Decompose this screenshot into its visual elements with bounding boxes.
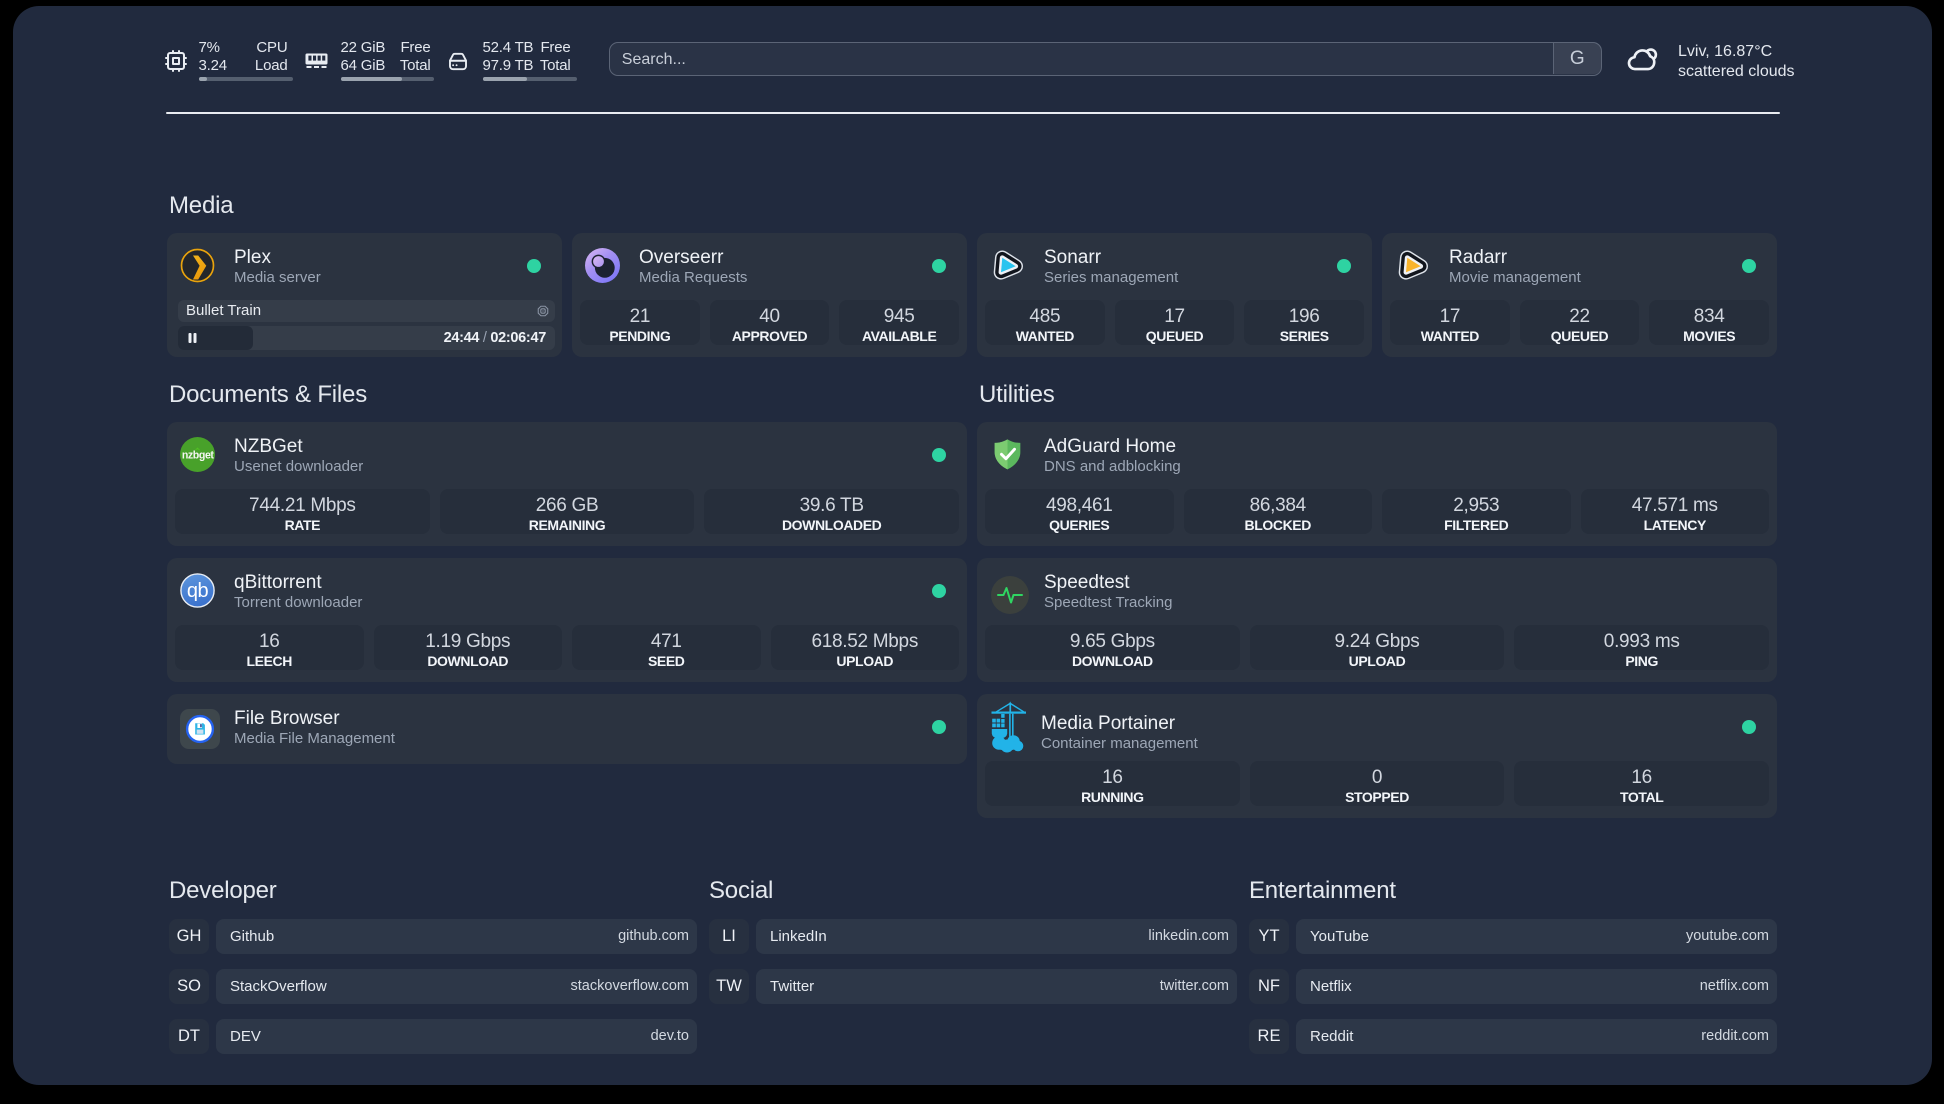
svg-text:nzbget: nzbget [182, 450, 215, 462]
svg-text:qb: qb [187, 580, 209, 602]
